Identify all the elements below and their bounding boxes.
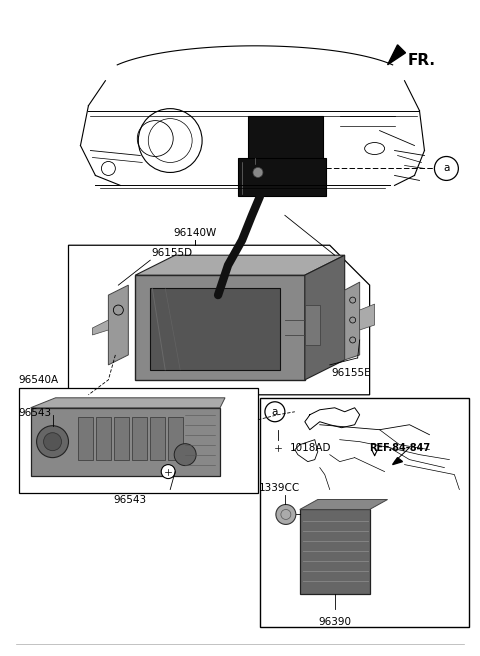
- Circle shape: [270, 440, 286, 456]
- FancyBboxPatch shape: [305, 305, 320, 345]
- FancyBboxPatch shape: [31, 408, 220, 476]
- Circle shape: [174, 443, 196, 466]
- Text: 96390: 96390: [318, 617, 351, 627]
- Text: 1339CC: 1339CC: [259, 483, 300, 493]
- Polygon shape: [305, 255, 345, 380]
- FancyBboxPatch shape: [150, 288, 280, 370]
- Circle shape: [276, 504, 296, 524]
- Polygon shape: [108, 285, 128, 365]
- Polygon shape: [31, 398, 225, 408]
- Polygon shape: [360, 304, 374, 330]
- Polygon shape: [387, 45, 406, 65]
- FancyBboxPatch shape: [248, 115, 323, 161]
- FancyBboxPatch shape: [78, 417, 93, 460]
- Polygon shape: [393, 458, 403, 464]
- FancyBboxPatch shape: [260, 398, 469, 627]
- Text: 96155D: 96155D: [151, 248, 192, 258]
- FancyBboxPatch shape: [135, 275, 305, 380]
- Polygon shape: [300, 499, 387, 510]
- Text: a: a: [443, 163, 450, 173]
- Text: 96543: 96543: [19, 408, 52, 418]
- Text: 96543: 96543: [114, 495, 147, 504]
- Text: FR.: FR.: [408, 53, 435, 68]
- Text: 1018AD: 1018AD: [290, 443, 331, 453]
- Text: a: a: [272, 407, 278, 417]
- FancyBboxPatch shape: [300, 510, 370, 594]
- FancyBboxPatch shape: [96, 417, 111, 460]
- Circle shape: [161, 464, 175, 479]
- FancyBboxPatch shape: [132, 417, 147, 460]
- Circle shape: [44, 433, 61, 451]
- FancyBboxPatch shape: [114, 417, 129, 460]
- Circle shape: [265, 401, 285, 422]
- FancyBboxPatch shape: [168, 417, 183, 460]
- Polygon shape: [135, 255, 345, 275]
- Text: REF.84-847: REF.84-847: [370, 443, 431, 453]
- Polygon shape: [345, 282, 360, 360]
- Text: 96540A: 96540A: [19, 375, 59, 385]
- Circle shape: [36, 426, 69, 458]
- Text: 96140W: 96140W: [173, 228, 217, 238]
- Polygon shape: [93, 320, 108, 335]
- Circle shape: [253, 167, 263, 177]
- FancyBboxPatch shape: [19, 388, 258, 493]
- FancyBboxPatch shape: [238, 159, 326, 196]
- Circle shape: [434, 157, 458, 180]
- Text: 96155E: 96155E: [332, 368, 372, 378]
- FancyBboxPatch shape: [150, 417, 165, 460]
